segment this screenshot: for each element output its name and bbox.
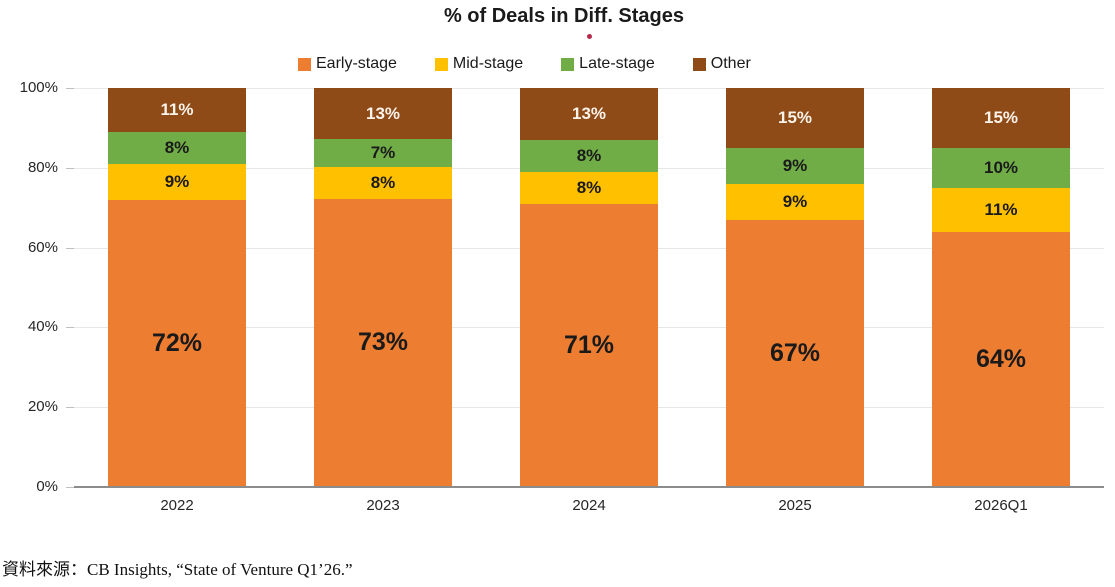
red-dot-icon — [587, 34, 592, 39]
y-tick-label: 0% — [36, 478, 58, 495]
y-tick-mark — [66, 247, 74, 249]
segment-late-stage-2025: 9% — [726, 147, 864, 184]
bar-2026Q1: 15% 10% 11% 64% — [932, 88, 1070, 487]
bar-slot-2026Q1: 15% 10% 11% 64% — [898, 88, 1104, 487]
segment-mid-stage-2023: 8% — [314, 166, 452, 199]
segment-other-2022: 11% — [108, 88, 246, 132]
x-category-label-2026Q1: 2026Q1 — [974, 497, 1028, 514]
y-tick-label: 80% — [27, 158, 58, 176]
segment-other-2023: 13% — [314, 88, 452, 140]
bar-slot-2022: 11% 8% 9% 72% — [74, 88, 280, 487]
segment-value-label: 13% — [571, 103, 607, 123]
segment-value-label: 67% — [769, 338, 821, 367]
segment-late-stage-2024: 8% — [520, 139, 658, 172]
segment-early-stage-2022: 72% — [108, 199, 246, 487]
segment-value-label: 8% — [576, 177, 602, 197]
x-axis: 2022 2023 2024 2025 2026Q1 — [74, 497, 1104, 514]
y-tick-mark — [66, 327, 74, 329]
legend-swatch-icon — [298, 57, 311, 71]
segment-other-2026Q1: 15% — [932, 88, 1070, 148]
legend-item-other: Other — [692, 55, 751, 73]
segment-late-stage-2022: 8% — [108, 131, 246, 164]
segment-value-label: 8% — [370, 172, 396, 192]
segment-late-stage-2026Q1: 10% — [932, 147, 1070, 188]
segment-value-label: 72% — [151, 328, 203, 357]
x-category-label-2022: 2022 — [160, 497, 194, 514]
segment-early-stage-2023: 73% — [314, 198, 452, 487]
legend-swatch-icon — [692, 57, 706, 71]
segment-value-label: 9% — [164, 171, 190, 191]
legend-label: Early-stage — [316, 55, 397, 72]
segment-other-2025: 15% — [726, 88, 864, 148]
legend: Early-stage Mid-stage Late-stage Other — [298, 52, 751, 76]
chart-title: % of Deals in Diff. Stages — [443, 5, 685, 27]
segment-value-label: 8% — [164, 137, 190, 157]
segment-value-label: 10% — [983, 157, 1019, 177]
x-category-label-2024: 2024 — [572, 497, 606, 514]
segment-early-stage-2025: 67% — [726, 219, 864, 487]
x-category-label-2025: 2025 — [778, 497, 812, 514]
bar-slot-2024: 13% 8% 8% 71% — [486, 88, 692, 487]
bar-2025: 15% 9% 9% 67% — [726, 88, 864, 487]
legend-label: Mid-stage — [452, 55, 524, 72]
legend-item-late-stage: Late-stage — [561, 55, 655, 73]
segment-value-label: 9% — [782, 191, 808, 211]
segment-mid-stage-2025: 9% — [726, 183, 864, 220]
legend-label: Late-stage — [579, 55, 655, 72]
segment-value-label: 11% — [984, 199, 1018, 219]
bars-row: 11% 8% 9% 72% 13% 7% 8% 73% 13% 8% 8% 71% 15% 9% 9% 67%… — [74, 88, 1104, 487]
bar-slot-2023: 13% 7% 8% 73% — [280, 88, 486, 487]
source-note: 資料來源：CB Insights, “State of Venture Q1’2… — [2, 560, 353, 579]
legend-swatch-icon — [434, 57, 448, 71]
segment-value-label: 71% — [563, 330, 615, 359]
y-tick-label: 40% — [27, 318, 58, 336]
legend-swatch-icon — [561, 57, 575, 71]
y-tick-label: 60% — [27, 238, 58, 256]
segment-value-label: 7% — [370, 143, 396, 163]
segment-value-label: 73% — [357, 328, 409, 357]
bar-2023: 13% 7% 8% 73% — [314, 88, 452, 487]
y-tick-mark — [66, 487, 74, 488]
bar-slot-2025: 15% 9% 9% 67% — [692, 88, 898, 487]
segment-value-label: 15% — [777, 107, 813, 127]
y-tick-mark — [66, 88, 74, 89]
segment-mid-stage-2022: 9% — [108, 163, 246, 200]
x-axis-line — [74, 486, 1104, 488]
segment-value-label: 15% — [983, 107, 1019, 127]
y-tick-label: 20% — [27, 398, 58, 416]
segment-other-2024: 13% — [520, 88, 658, 140]
segment-mid-stage-2026Q1: 11% — [932, 187, 1070, 232]
segment-value-label: 64% — [975, 344, 1027, 373]
segment-mid-stage-2024: 8% — [520, 171, 658, 204]
bar-2024: 13% 8% 8% 71% — [520, 88, 658, 487]
legend-label: Other — [710, 55, 751, 72]
segment-early-stage-2026Q1: 64% — [932, 231, 1070, 487]
x-category-label-2023: 2023 — [366, 497, 400, 514]
y-tick-label: 100% — [19, 79, 58, 96]
y-tick-mark — [66, 167, 74, 169]
plot-area: 11% 8% 9% 72% 13% 7% 8% 73% 13% 8% 8% 71% 15% 9% 9% 67%… — [74, 88, 1104, 488]
segment-late-stage-2023: 7% — [314, 139, 452, 167]
legend-item-early-stage: Early-stage — [298, 55, 397, 73]
legend-item-mid-stage: Mid-stage — [434, 55, 524, 73]
segment-value-label: 11% — [160, 99, 194, 119]
segment-value-label: 13% — [365, 103, 401, 123]
segment-value-label: 8% — [576, 145, 602, 165]
segment-early-stage-2024: 71% — [520, 203, 658, 487]
y-tick-mark — [66, 407, 74, 409]
bar-2022: 11% 8% 9% 72% — [108, 88, 246, 487]
segment-value-label: 9% — [782, 155, 808, 175]
